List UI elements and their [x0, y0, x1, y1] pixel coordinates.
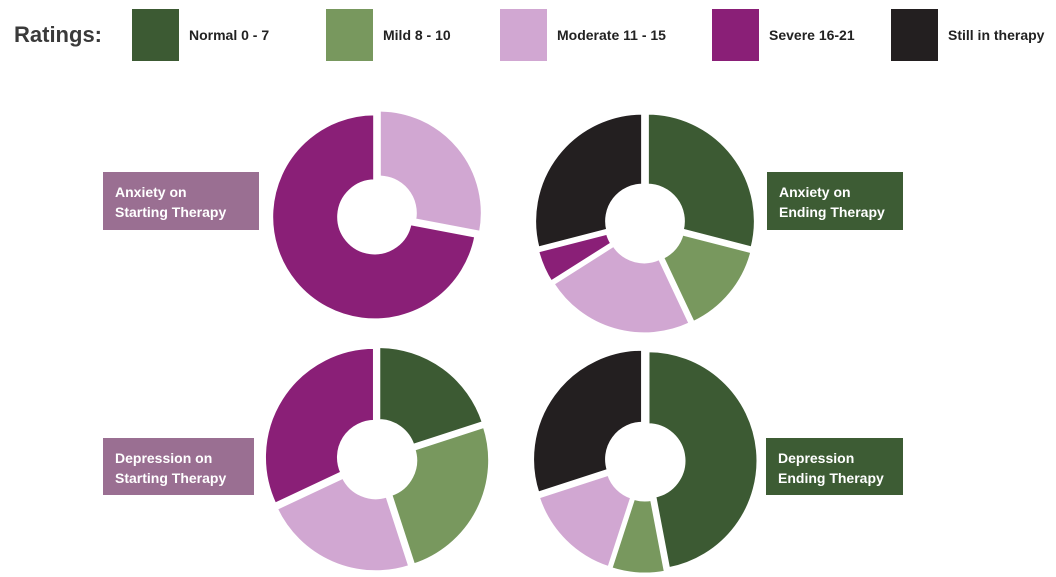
- donut-chart-depression-start: [262, 345, 492, 574]
- legend-item-severe: Severe 16-21: [712, 9, 855, 61]
- slice-moderate-11-15: [377, 108, 484, 235]
- chart-label-anxiety-end: Anxiety on Ending Therapy: [767, 172, 903, 230]
- legend-title: Ratings:: [14, 22, 102, 47]
- legend-item-still: Still in therapy: [891, 9, 1044, 61]
- legend-label-moderate: Moderate 11 - 15: [557, 27, 666, 43]
- legend-swatch-moderate: [500, 9, 547, 61]
- donut-hole: [342, 424, 412, 494]
- chart-label-depression-end: Depression Ending Therapy: [766, 438, 903, 495]
- slice-mild-8-10: [608, 496, 668, 576]
- slice-normal-0-7: [646, 349, 760, 571]
- slice-moderate-11-15: [550, 243, 693, 336]
- chart-label-anxiety-end-line-2: Ending Therapy: [779, 204, 885, 220]
- chart-label-depression-start-line-2: Starting Therapy: [115, 470, 227, 486]
- slice-severe-16-21: [262, 345, 376, 507]
- slice-mild-8-10: [388, 424, 492, 567]
- legend-item-moderate: Moderate 11 - 15: [500, 9, 666, 61]
- slice-severe-16-21: [535, 231, 614, 285]
- legend-swatch-severe: [712, 9, 759, 61]
- chart-label-anxiety-start-line-2: Starting Therapy: [115, 204, 227, 220]
- slice-normal-0-7: [645, 111, 757, 250]
- slice-moderate-11-15: [536, 472, 634, 570]
- legend-swatch-normal: [132, 9, 179, 61]
- legend-label-severe: Severe 16-21: [769, 27, 855, 43]
- legend-item-normal: Normal 0 - 7: [132, 9, 269, 61]
- chart-label-depression-end-line-2: Ending Therapy: [778, 470, 884, 486]
- legend-swatch-mild: [326, 9, 373, 61]
- slice-moderate-11-15: [274, 475, 412, 574]
- chart-label-anxiety-end-line-1: Anxiety on: [779, 184, 851, 200]
- slice-severe-16-21: [270, 112, 478, 322]
- slice-still-in-therapy: [531, 347, 645, 496]
- slice-mild-8-10: [660, 232, 754, 325]
- legend-swatch-still: [891, 9, 938, 61]
- chart-label-anxiety-start: Anxiety on Starting Therapy: [103, 172, 259, 230]
- legend-label-still: Still in therapy: [948, 27, 1045, 43]
- slice-still-in-therapy: [533, 111, 645, 250]
- chart-label-depression-start-line-1: Depression on: [115, 450, 213, 466]
- legend-label-normal: Normal 0 - 7: [189, 27, 270, 43]
- slice-normal-0-7: [377, 345, 486, 448]
- donut-hole: [610, 188, 680, 258]
- legend-label-mild: Mild 8 - 10: [383, 27, 451, 43]
- donut-hole: [610, 426, 680, 496]
- donut-chart-anxiety-start: [270, 108, 484, 322]
- donut-chart-anxiety-end: [533, 111, 757, 336]
- legend-item-mild: Mild 8 - 10: [326, 9, 451, 61]
- donut-hole: [342, 180, 412, 250]
- chart-label-anxiety-start-line-1: Anxiety on: [115, 184, 187, 200]
- donut-chart-depression-end: [531, 347, 760, 576]
- chart-label-depression-start: Depression on Starting Therapy: [103, 438, 254, 495]
- chart-label-depression-end-line-1: Depression: [778, 450, 855, 466]
